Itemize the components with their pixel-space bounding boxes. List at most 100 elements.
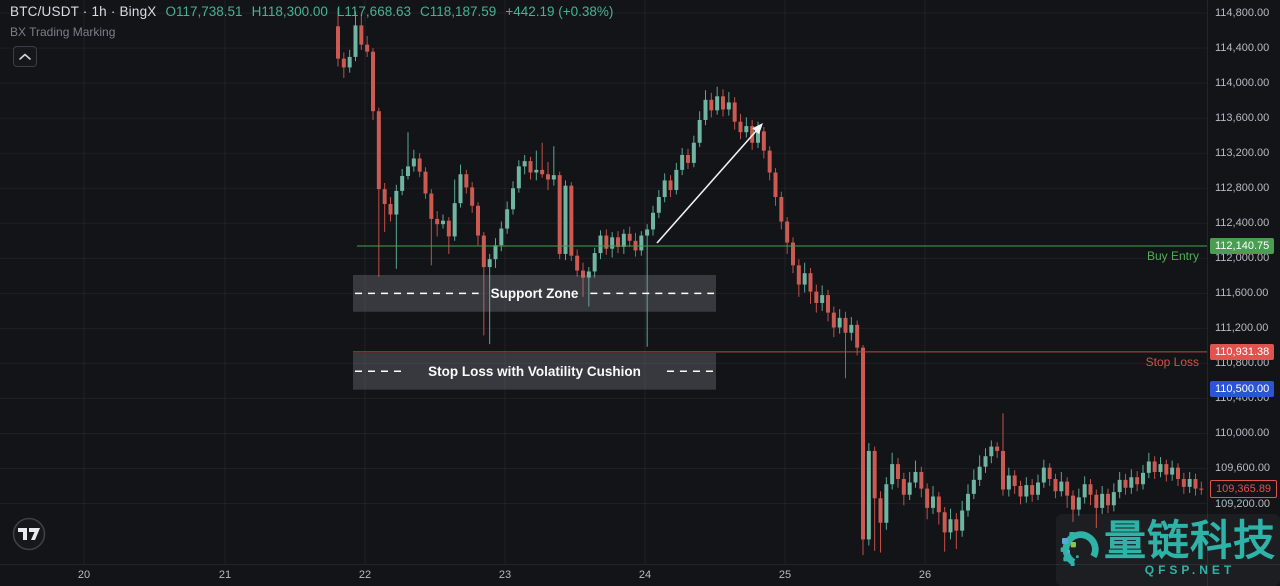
candle-body xyxy=(470,187,475,206)
candle-body xyxy=(1018,485,1023,497)
candle-body xyxy=(872,450,877,499)
time-tick-label: 23 xyxy=(498,569,512,581)
last-price-label: 109,365.89 xyxy=(1210,479,1278,498)
candle-body xyxy=(1006,475,1011,490)
candle-body xyxy=(919,471,924,489)
blockchain-circle-logo-icon xyxy=(1060,531,1099,568)
candle-body xyxy=(1117,479,1122,493)
candle-body xyxy=(960,510,965,531)
time-tick-label: 21 xyxy=(218,569,232,581)
candle-body xyxy=(668,180,673,191)
stop-loss-zone-annotation[interactable]: Stop Loss with Volatility Cushion xyxy=(353,352,716,390)
buy-entry-line[interactable]: Buy Entry xyxy=(357,245,1207,263)
time-tick-label: 26 xyxy=(918,569,932,581)
candle-body xyxy=(849,324,854,333)
price-tick-label: 110,000.00 xyxy=(1215,427,1270,440)
candle-body xyxy=(1041,467,1046,483)
candle-body xyxy=(738,121,743,133)
candle-body xyxy=(452,203,457,237)
candle-body xyxy=(1105,493,1110,506)
candle-body xyxy=(720,96,725,110)
candle-body xyxy=(493,245,498,260)
candle-body xyxy=(715,96,720,111)
ohlc-change: +442.19 (+0.38%) xyxy=(505,4,614,19)
candle-body xyxy=(790,242,795,266)
candle-body xyxy=(592,253,597,272)
candle-body xyxy=(755,131,760,143)
collapse-legend-button[interactable] xyxy=(13,46,37,67)
candle-body xyxy=(802,273,807,285)
candle-body xyxy=(534,169,539,173)
candle-body xyxy=(1070,495,1075,510)
ohlc-low: L117,668.63 xyxy=(336,4,411,19)
candle-body xyxy=(336,26,340,59)
price-tick-label: 114,400.00 xyxy=(1215,42,1270,55)
candle-body xyxy=(901,478,906,495)
chart-legend: BTC/USDT · 1h · BingX O117,738.51 H118,300… xyxy=(10,4,613,39)
chevron-up-icon xyxy=(19,53,31,60)
candle-body xyxy=(674,169,679,191)
axis-corner xyxy=(1207,564,1280,586)
candle-body xyxy=(761,131,766,151)
trend-arrow[interactable] xyxy=(656,123,763,244)
chart-plot-area[interactable]: Support Zone Stop Loss with Volatility Cu… xyxy=(0,0,1207,564)
tradingview-logo-button[interactable] xyxy=(12,517,46,551)
candle-body xyxy=(814,291,819,303)
ohlc-open: O117,738.51 xyxy=(165,4,243,19)
ohlc-close: C118,187.59 xyxy=(419,4,497,19)
candle-body xyxy=(610,237,615,249)
candle-body xyxy=(680,154,685,170)
support-zone-label: Support Zone xyxy=(491,286,579,301)
candle-body xyxy=(942,512,947,533)
candle-body xyxy=(575,255,580,271)
candle-body xyxy=(936,496,941,513)
candle-body xyxy=(341,58,346,68)
candle-body xyxy=(1047,467,1052,479)
candle-body xyxy=(971,479,976,494)
candle-body xyxy=(440,220,445,225)
candlestick-chart[interactable]: Support Zone Stop Loss with Volatility Cu… xyxy=(0,0,1207,564)
candle-body xyxy=(487,259,492,268)
candle-body xyxy=(709,99,714,111)
price-axis[interactable]: 114,800.00 114,400.00 114,000.00 113,600.00… xyxy=(1207,0,1280,564)
time-axis[interactable]: 20 21 22 23 24 25 26 xyxy=(0,564,1207,586)
candle-body xyxy=(405,166,410,177)
candle-body xyxy=(446,220,451,237)
candle-body xyxy=(569,185,574,256)
symbol-title[interactable]: BTC/USDT · 1h · BingX xyxy=(10,4,157,19)
candle-body xyxy=(837,317,842,328)
candle-body xyxy=(656,197,661,213)
candle-body xyxy=(773,172,778,198)
price-tick-label: 112,000.00 xyxy=(1215,252,1270,265)
candle-body xyxy=(615,237,620,247)
buy-entry-chart-label: Buy Entry xyxy=(1147,249,1199,263)
candle-body xyxy=(779,197,784,222)
indicator-label[interactable]: BX Trading Marking xyxy=(10,25,116,39)
candle-body xyxy=(481,235,486,268)
candle-body xyxy=(1152,461,1157,472)
stop-loss-line[interactable]: Stop Loss xyxy=(353,351,1207,369)
price-tick-label: 113,200.00 xyxy=(1215,147,1270,160)
candle-body xyxy=(820,295,825,303)
candle-body xyxy=(429,193,434,219)
candle-body xyxy=(545,174,550,180)
candle-body xyxy=(551,175,556,180)
stop-loss-price-label: 110,931.38 xyxy=(1210,343,1275,360)
candle-body xyxy=(1024,485,1029,497)
candle-body xyxy=(895,464,900,479)
stop-loss-chart-label: Stop Loss xyxy=(1146,355,1199,369)
candle-body xyxy=(400,176,405,191)
candle-body xyxy=(1123,479,1128,488)
candle-body xyxy=(744,126,749,133)
candle-body xyxy=(522,161,527,167)
candle-body xyxy=(621,233,626,247)
candle-body xyxy=(604,235,609,249)
candle-body xyxy=(505,209,510,229)
candle-body xyxy=(785,221,790,243)
candle-body xyxy=(1082,484,1087,498)
candle-body xyxy=(831,312,836,328)
support-zone-annotation[interactable]: Support Zone xyxy=(353,274,716,312)
candle-body xyxy=(866,450,871,540)
candle-body xyxy=(1135,477,1140,485)
